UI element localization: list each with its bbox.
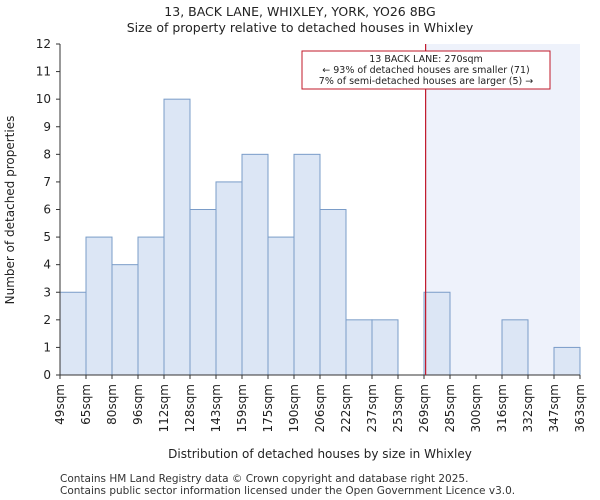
y-tick-label: 11 <box>36 65 51 79</box>
x-tick-label: 112sqm <box>157 384 171 432</box>
bar-206sqm <box>319 209 347 376</box>
x-tick-label: 269sqm <box>417 384 431 432</box>
bar-159sqm <box>241 153 269 376</box>
bar-190sqm <box>293 153 321 376</box>
marker-annotation-line: 7% of semi-detached houses are larger (5… <box>319 76 533 87</box>
x-tick-label: 143sqm <box>209 384 223 432</box>
x-tick-label: 65sqm <box>79 384 93 425</box>
y-tick-label: 3 <box>43 285 51 299</box>
bar-269sqm <box>423 291 451 376</box>
bar-237sqm <box>371 319 399 376</box>
x-tick-label: 80sqm <box>105 384 119 425</box>
bar-65sqm <box>85 236 113 376</box>
marker-annotation-box <box>301 50 551 90</box>
bar-96sqm <box>137 236 165 376</box>
y-tick-label: 7 <box>43 175 51 189</box>
y-tick-label: 5 <box>43 230 51 244</box>
y-tick-label: 12 <box>36 37 51 51</box>
chart-subtitle: Size of property relative to detached ho… <box>126 20 474 35</box>
x-tick-label: 363sqm <box>573 384 587 432</box>
bar-222sqm <box>345 319 373 376</box>
y-tick-label: 4 <box>43 258 51 272</box>
x-tick-label: 222sqm <box>339 384 353 432</box>
bar-49sqm <box>59 291 87 376</box>
y-axis-label: Number of detached properties <box>3 116 17 305</box>
marker-annotation-line: 13 BACK LANE: 270sqm <box>369 54 483 65</box>
bar-128sqm <box>189 209 217 376</box>
x-tick-label: 159sqm <box>235 384 249 432</box>
bar-112sqm <box>163 98 191 376</box>
x-tick-label: 175sqm <box>261 384 275 432</box>
x-tick-label: 316sqm <box>495 384 509 432</box>
y-tick-label: 6 <box>43 203 51 217</box>
x-tick-label: 128sqm <box>183 384 197 432</box>
y-tick-label: 0 <box>43 368 51 382</box>
y-tick-label: 8 <box>43 147 51 161</box>
bar-347sqm <box>553 346 581 376</box>
x-tick-label: 237sqm <box>365 384 379 432</box>
y-tick-label: 1 <box>43 340 51 354</box>
chart-title: 13, BACK LANE, WHIXLEY, YORK, YO26 8BG <box>164 4 436 19</box>
x-tick-label: 347sqm <box>547 384 561 432</box>
x-tick-label: 253sqm <box>391 384 405 432</box>
x-tick-label: 332sqm <box>521 384 535 432</box>
marker-annotation-line: ← 93% of detached houses are smaller (71… <box>322 65 529 76</box>
bar-316sqm <box>501 319 529 376</box>
x-axis-label: Distribution of detached houses by size … <box>168 447 472 461</box>
x-tick-label: 300sqm <box>469 384 483 432</box>
y-tick-label: 2 <box>43 313 51 327</box>
x-tick-label: 96sqm <box>131 384 145 425</box>
footer-attribution-line-1: Contains HM Land Registry data © Crown c… <box>60 473 469 485</box>
bar-143sqm <box>215 181 243 376</box>
y-tick-label: 10 <box>36 92 51 106</box>
x-tick-label: 206sqm <box>313 384 327 432</box>
bar-80sqm <box>111 264 139 376</box>
footer-attribution-line-2: Contains public sector information licen… <box>60 485 516 497</box>
x-tick-label: 285sqm <box>443 384 457 432</box>
x-tick-label: 190sqm <box>287 384 301 432</box>
y-tick-label: 9 <box>43 120 51 134</box>
x-tick-label: 49sqm <box>53 384 67 425</box>
bar-175sqm <box>267 236 295 376</box>
